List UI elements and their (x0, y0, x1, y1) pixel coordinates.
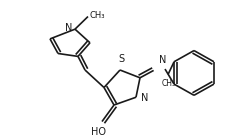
Text: CH₃: CH₃ (162, 79, 176, 88)
Text: N: N (159, 55, 166, 65)
Text: CH₃: CH₃ (90, 11, 106, 20)
Text: HO: HO (91, 127, 106, 137)
Text: S: S (118, 54, 124, 64)
Text: N: N (141, 93, 148, 103)
Text: N: N (65, 23, 72, 33)
